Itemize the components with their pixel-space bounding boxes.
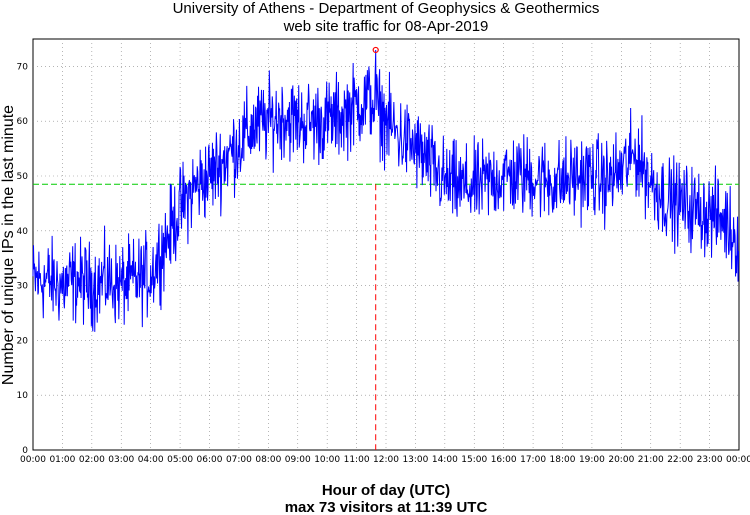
x-tick-label: 11:00: [344, 455, 370, 465]
x-tick-label: 20:00: [608, 455, 634, 465]
x-tick-label: 07:00: [226, 455, 252, 465]
x-tick-label: 05:00: [167, 455, 193, 465]
x-tick-label: 13:00: [402, 455, 428, 465]
x-tick-label: 00:00: [726, 455, 750, 465]
x-tick-label: 18:00: [550, 455, 576, 465]
y-axis-label: Number of unique IPs in the last minute: [0, 105, 17, 385]
x-tick-label: 22:00: [667, 455, 693, 465]
y-tick-label: 30: [17, 282, 29, 292]
x-tick-label: 02:00: [79, 455, 105, 465]
x-tick-label: 15:00: [461, 455, 487, 465]
x-tick-label: 19:00: [579, 455, 605, 465]
x-tick-label: 12:00: [373, 455, 399, 465]
x-tick-label: 00:00: [20, 455, 46, 465]
x-tick-label: 04:00: [138, 455, 164, 465]
chart-title: University of Athens - Department of Geo…: [173, 0, 600, 17]
y-tick-label: 0: [22, 446, 28, 456]
x-tick-label: 03:00: [108, 455, 134, 465]
x-tick-labels: 00:00 01:00 02:00 03:00 04:00 05:00 06:00 07:00…: [20, 455, 750, 465]
y-tick-label: 60: [17, 117, 29, 127]
x-tick-label: 23:00: [697, 455, 723, 465]
y-tick-label: 40: [17, 227, 29, 237]
y-tick-label: 10: [17, 391, 29, 401]
x-tick-label: 06:00: [197, 455, 223, 465]
x-tick-label: 10:00: [314, 455, 340, 465]
y-tick-label: 70: [17, 62, 29, 72]
x-tick-label: 08:00: [255, 455, 281, 465]
x-tick-label: 21:00: [638, 455, 664, 465]
y-tick-label: 20: [17, 336, 29, 346]
y-tick-labels: 0 10 20 30 40 50 60 70: [17, 62, 29, 456]
y-tick-label: 50: [17, 172, 29, 182]
x-tick-label: 01:00: [49, 455, 75, 465]
chart-subtitle: web site traffic for 08-Apr-2019: [283, 18, 489, 35]
max-marker: [372, 46, 379, 54]
traffic-series-line: [32, 49, 740, 332]
x-tick-label: 09:00: [285, 455, 311, 465]
x-tick-label: 17:00: [520, 455, 546, 465]
x-axis-label: Hour of day (UTC): [322, 482, 450, 499]
x-tick-label: 16:00: [491, 455, 517, 465]
max-footer: max 73 visitors at 11:39 UTC: [285, 499, 488, 515]
x-tick-label: 14:00: [432, 455, 458, 465]
